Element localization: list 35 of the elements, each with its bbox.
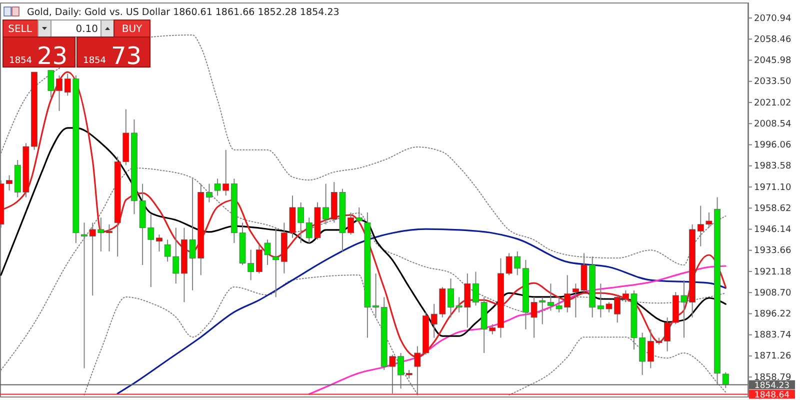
annotation: 0.10: [76, 24, 98, 35]
candlestick: [206, 183, 212, 203]
annotation: 23: [37, 42, 68, 70]
ref-line-label: 1848.64: [754, 390, 790, 400]
y-tick-label: 1996.06: [754, 140, 792, 151]
line-series: [116, 228, 726, 394]
y-tick-label: 1883.74: [754, 330, 792, 341]
y-tick-label: 1971.10: [754, 182, 792, 193]
y-tick-label: 2058.46: [754, 34, 792, 45]
annotation: SELL: [8, 24, 32, 35]
annotation: 1854: [9, 56, 32, 66]
y-tick-label: 2008.54: [754, 119, 792, 130]
y-tick-label: 2045.98: [754, 56, 792, 66]
y-tick-label: 1946.14: [754, 225, 792, 236]
y-tick-label: 1858.79: [754, 372, 792, 383]
ref-line-label: 1854.23: [754, 381, 790, 392]
y-tick-label: 1958.62: [754, 204, 792, 214]
annotation: 1854: [83, 56, 106, 66]
y-tick-label: 2033.50: [754, 77, 792, 88]
chart-title: Gold, Daily: Gold vs. US Dollar 1860.61 1861.66 1852.28 1854.23: [27, 7, 340, 18]
candlestick: [472, 271, 479, 306]
y-tick-label: 1896.22: [754, 310, 792, 320]
y-tick-label: 1921.18: [754, 267, 792, 278]
y-tick-label: 1871.26: [754, 352, 792, 362]
candlestick: [156, 234, 162, 252]
y-tick-label: 1933.66: [754, 246, 792, 256]
candlestick: [106, 224, 112, 252]
y-tick-label: 2021.02: [754, 98, 792, 108]
y-tick-label: 1983.58: [754, 162, 792, 172]
line-series: [308, 265, 726, 395]
y-tick-label: 2070.94: [754, 14, 792, 24]
annotation: 73: [111, 42, 142, 70]
annotation: BUY: [122, 24, 144, 35]
y-tick-label: 1908.70: [754, 288, 792, 298]
candlestick: [356, 206, 362, 224]
